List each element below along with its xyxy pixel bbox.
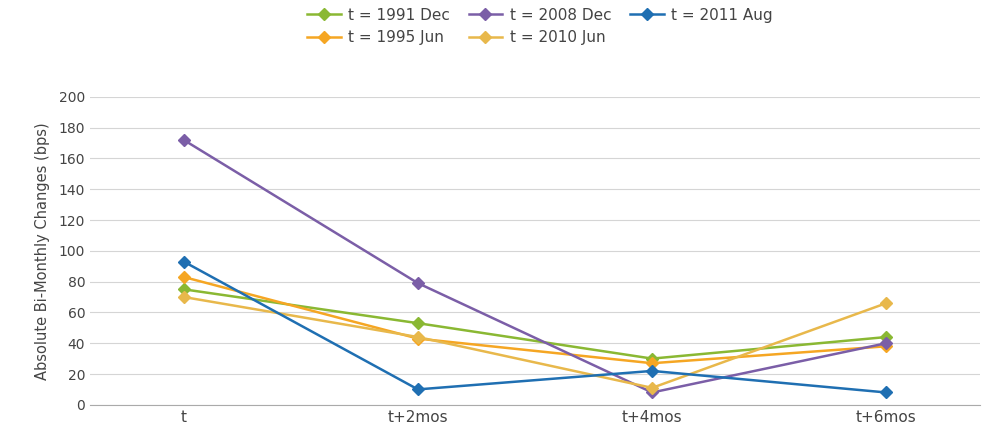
Line: t = 2011 Aug: t = 2011 Aug	[180, 257, 890, 396]
t = 1991 Dec	[880, 334, 892, 340]
t = 1991 Dec	[178, 287, 190, 292]
Line: t = 1991 Dec: t = 1991 Dec	[180, 285, 890, 363]
t = 1995 Jun	[646, 361, 658, 366]
t = 1991 Dec	[412, 320, 424, 326]
t = 2008 Dec	[646, 390, 658, 395]
Line: t = 2010 Jun: t = 2010 Jun	[180, 293, 890, 392]
t = 2010 Jun	[646, 385, 658, 391]
t = 2008 Dec	[178, 137, 190, 143]
Y-axis label: Absolute Bi-Monthly Changes (bps): Absolute Bi-Monthly Changes (bps)	[35, 122, 50, 380]
t = 1995 Jun	[178, 275, 190, 280]
t = 2008 Dec	[412, 281, 424, 286]
t = 1995 Jun	[880, 344, 892, 349]
t = 2008 Dec	[880, 341, 892, 346]
Line: t = 1995 Jun: t = 1995 Jun	[180, 273, 890, 367]
t = 2010 Jun	[880, 301, 892, 306]
t = 2011 Aug	[412, 387, 424, 392]
t = 2010 Jun	[178, 294, 190, 300]
t = 2011 Aug	[880, 390, 892, 395]
Line: t = 2008 Dec: t = 2008 Dec	[180, 136, 890, 396]
t = 2011 Aug	[646, 368, 658, 374]
t = 2011 Aug	[178, 259, 190, 264]
t = 1995 Jun	[412, 336, 424, 341]
Legend: t = 1991 Dec, t = 1995 Jun, t = 2008 Dec, t = 2010 Jun, t = 2011 Aug: t = 1991 Dec, t = 1995 Jun, t = 2008 Dec…	[307, 7, 773, 45]
t = 1991 Dec	[646, 356, 658, 361]
t = 2010 Jun	[412, 334, 424, 340]
